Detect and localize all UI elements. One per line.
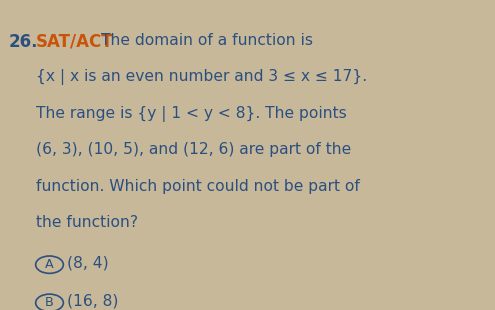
Text: A: A [45,258,54,271]
Text: (16, 8): (16, 8) [67,293,118,308]
Text: the function?: the function? [36,215,138,230]
Text: B: B [45,296,54,309]
Text: 26.: 26. [9,33,39,51]
Text: (6, 3), (10, 5), and (12, 6) are part of the: (6, 3), (10, 5), and (12, 6) are part of… [36,142,351,157]
Text: {x | x is an even number and 3 ≤ x ≤ 17}.: {x | x is an even number and 3 ≤ x ≤ 17}… [36,69,367,85]
Text: The domain of a function is: The domain of a function is [101,33,313,47]
Text: function. Which point could not be part of: function. Which point could not be part … [36,179,359,194]
Text: SAT/ACT: SAT/ACT [36,33,113,51]
Text: The range is {y | 1 < y < 8}. The points: The range is {y | 1 < y < 8}. The points [36,106,346,122]
Text: (8, 4): (8, 4) [67,255,108,270]
